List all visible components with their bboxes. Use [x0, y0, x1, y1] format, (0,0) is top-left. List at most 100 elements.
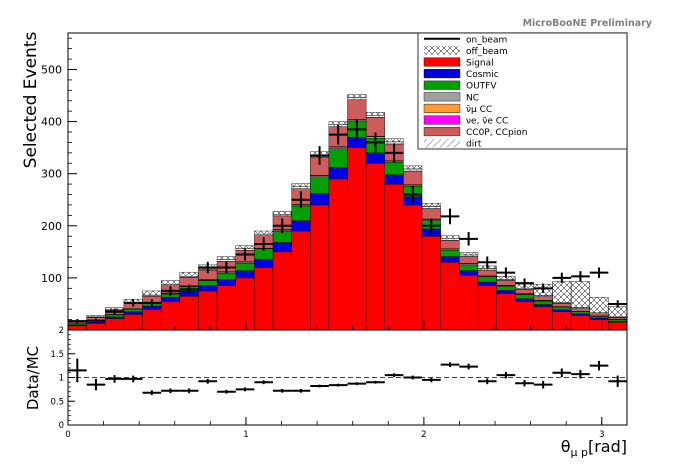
bar-signal	[67, 325, 87, 331]
bar-signal	[86, 323, 106, 331]
bar-dirt	[440, 238, 460, 241]
bar-cc0p-ccpion	[533, 296, 553, 301]
bar-outfv	[589, 316, 609, 319]
bar-cosmic	[198, 285, 218, 292]
bar-off-beam	[179, 271, 199, 277]
bar-cosmic	[459, 270, 479, 276]
bar-dirt	[403, 168, 423, 172]
bar-signal	[533, 306, 553, 331]
bar-signal	[272, 251, 292, 331]
bar-cc0p-ccpion	[403, 170, 423, 185]
bar-cc0p-ccpion	[570, 308, 590, 312]
bar-signal	[608, 321, 628, 331]
bar-outfv	[254, 249, 274, 260]
bar-signal	[179, 295, 199, 331]
legend-swatch	[423, 92, 461, 102]
bar-cosmic	[123, 311, 143, 315]
bar-signal	[105, 318, 125, 331]
bar-outfv	[123, 308, 143, 312]
bar-cc0p-ccpion	[608, 317, 628, 320]
bar-cosmic	[365, 152, 385, 164]
bar-cosmic	[496, 290, 516, 294]
bar-outfv	[328, 148, 348, 168]
y-axis-title: Selected Events	[21, 32, 41, 169]
bar-outfv	[310, 176, 330, 194]
bar-off-beam	[384, 138, 404, 143]
bar-cc0p-ccpion	[477, 269, 497, 277]
bar-off-beam	[608, 306, 628, 318]
bar-cosmic	[160, 296, 181, 302]
bar-off-beam	[347, 94, 367, 98]
bar-cc0p-ccpion	[421, 208, 441, 220]
bar-cc0p-ccpion	[552, 303, 572, 307]
legend-swatch	[423, 69, 461, 79]
bar-dirt	[477, 268, 497, 271]
bar-outfv	[496, 286, 516, 291]
bar-signal	[403, 204, 423, 331]
bar-signal	[570, 315, 590, 331]
legend-label: on_beam	[466, 35, 507, 45]
bar-cosmic	[272, 242, 292, 253]
bar-off-beam	[291, 183, 311, 187]
x-tick-label: 3	[599, 430, 604, 440]
bar-off-beam	[160, 280, 181, 285]
bar-outfv	[608, 319, 628, 322]
bar-outfv	[552, 306, 572, 310]
bar-off-beam	[86, 315, 106, 318]
ratio-y-tick-label: 1.5	[50, 350, 64, 360]
bar-off-beam	[254, 230, 274, 235]
legend-label: NC	[466, 93, 479, 103]
legend-label: Cosmic	[466, 70, 499, 80]
bar-outfv	[533, 301, 553, 305]
x-axis-title: θμ p[rad]	[561, 437, 627, 459]
bar-cosmic	[384, 174, 404, 185]
x-axis-title-unit: [rad]	[588, 437, 627, 456]
y-tick-label: 500	[41, 63, 62, 76]
bar-off-beam	[272, 210, 292, 215]
legend-label: ν̄μ CC	[466, 105, 492, 115]
bar-cc0p-ccpion	[347, 99, 367, 120]
legend-label: νe, ν̄e CC	[466, 117, 508, 127]
ratio-y-tick-label: 2	[59, 326, 64, 336]
bar-dirt	[291, 186, 311, 189]
watermark-label: MicroBooNE Preliminary	[523, 18, 653, 29]
legend-swatch	[424, 46, 460, 55]
bar-cosmic	[291, 220, 311, 232]
bar-signal	[235, 277, 255, 331]
ratio-y-tick-label: 0.5	[50, 397, 64, 407]
bar-cc0p-ccpion	[496, 280, 516, 286]
ratio-y-tick-label: 1	[59, 374, 64, 384]
bar-cosmic	[254, 258, 274, 268]
bar-dirt	[272, 214, 292, 217]
bar-off-beam	[570, 281, 590, 308]
bar-off-beam	[403, 165, 423, 170]
y-tick-label: 100	[41, 272, 62, 285]
bar-signal	[496, 293, 516, 331]
legend-swatch	[423, 57, 461, 67]
bar-signal	[254, 267, 274, 331]
y-tick-label: 200	[41, 220, 62, 233]
legend-swatch	[423, 115, 461, 125]
x-tick-label: 0	[65, 430, 70, 440]
bar-outfv	[291, 205, 311, 221]
bar-dirt	[365, 115, 385, 118]
bar-outfv	[515, 294, 535, 299]
bar-signal	[216, 285, 236, 331]
bar-cosmic	[216, 279, 236, 286]
bar-outfv	[440, 250, 460, 257]
bar-off-beam	[440, 235, 460, 240]
bar-cosmic	[105, 316, 125, 319]
legend-label: CC0P, CCpion	[466, 128, 527, 138]
bar-signal	[328, 178, 348, 331]
bar-outfv	[105, 314, 125, 318]
x-axis-title-base: θ	[561, 437, 571, 456]
bar-off-beam	[421, 203, 441, 207]
bar-nc	[328, 146, 348, 149]
bar-signal	[310, 204, 330, 331]
bar-cosmic	[310, 193, 330, 206]
bar-cosmic	[440, 256, 460, 263]
legend-swatch	[423, 127, 461, 137]
ratio-panel: 0 0.5 1 1.5 2 0 1 2 3 Data/MC θμ p[rad]	[24, 326, 628, 459]
bar-outfv	[198, 280, 218, 286]
